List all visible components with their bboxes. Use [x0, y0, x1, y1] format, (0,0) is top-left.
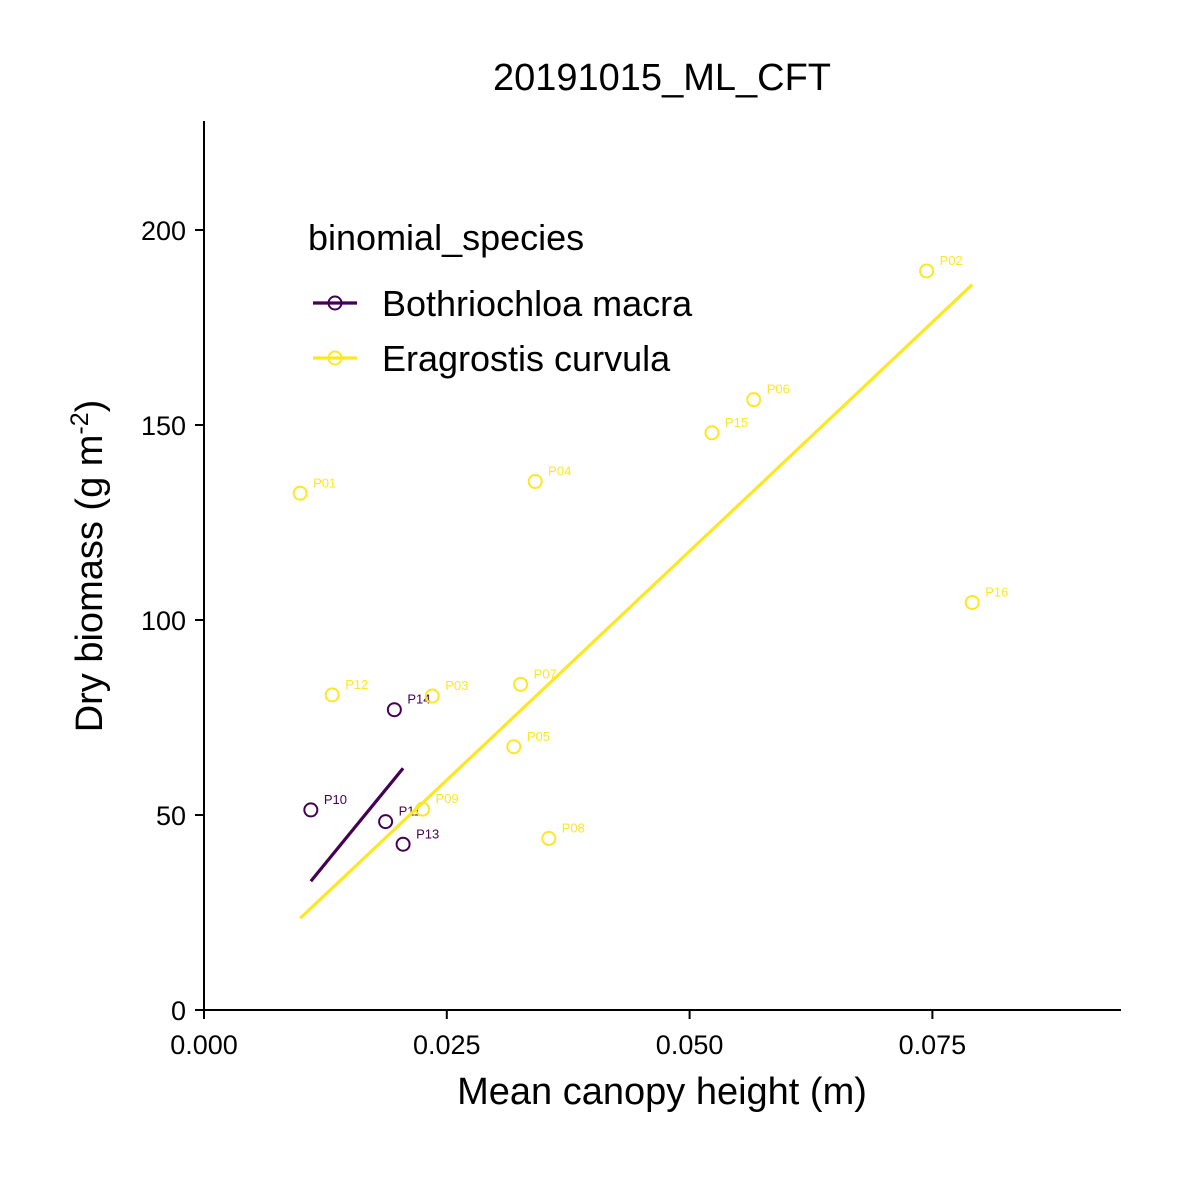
- point-label: P02: [940, 253, 963, 268]
- point-label: P09: [436, 791, 459, 806]
- legend-title: binomial_species: [308, 217, 584, 258]
- y-tick-label: 150: [141, 411, 186, 441]
- point-label: P04: [548, 464, 571, 479]
- x-tick-label: 0.075: [899, 1030, 967, 1060]
- fit-line: [299, 283, 974, 920]
- legend-label: Eragrostis curvula: [382, 338, 671, 379]
- data-point: [386, 702, 402, 718]
- point-label: P01: [313, 475, 336, 490]
- y-tick-label: 0: [171, 996, 186, 1026]
- point-label: P10: [324, 792, 347, 807]
- y-tick-label: 200: [141, 216, 186, 246]
- data-point: [378, 814, 394, 830]
- data-point: [395, 836, 411, 852]
- x-tick-label: 0.050: [656, 1030, 724, 1060]
- legend-key-point: [327, 295, 343, 311]
- data-point: [506, 739, 522, 755]
- point-label: P08: [562, 820, 585, 835]
- legend: binomial_species Bothriochloa macra Eragr…: [308, 217, 693, 379]
- y-axis-ticks: 0 50 100 150 200: [141, 216, 204, 1026]
- point-label: P07: [534, 666, 557, 681]
- point-label: P05: [527, 729, 550, 744]
- point-label: P15: [725, 415, 748, 430]
- x-tick-label: 0.000: [170, 1030, 238, 1060]
- legend-key-point: [327, 350, 343, 366]
- legend-items: Bothriochloa macra Eragrostis curvula: [313, 283, 693, 379]
- x-axis-title: Mean canopy height (m): [457, 1071, 867, 1113]
- point-label: P13: [416, 826, 439, 841]
- y-tick-label: 100: [141, 606, 186, 636]
- data-point: [303, 802, 319, 818]
- data-point: [541, 830, 557, 846]
- point-label: P03: [445, 678, 468, 693]
- point-label: P16: [985, 584, 1008, 599]
- data-point: [324, 687, 340, 703]
- y-axis-title: Dry biomass (g m-2): [66, 400, 111, 733]
- chart-title: 20191015_ML_CFT: [493, 57, 831, 99]
- fit-line: [309, 767, 405, 883]
- x-axis-ticks: 0.000 0.025 0.050 0.075: [170, 1010, 966, 1060]
- data-point: [746, 392, 762, 408]
- plot-area: P10P11P13P14P01P02P03P04P05P06P07P08P09P…: [292, 253, 1008, 920]
- data-point: [424, 688, 440, 704]
- data-point: [919, 263, 935, 279]
- y-axis-title-superscript: -2: [66, 412, 94, 434]
- data-point: [292, 485, 308, 501]
- y-axis-title-suffix: ): [69, 400, 111, 413]
- y-axis-title-main: Dry biomass (g m: [69, 435, 111, 733]
- point-label: P06: [767, 382, 790, 397]
- y-tick-label: 50: [156, 801, 186, 831]
- legend-label: Bothriochloa macra: [382, 283, 693, 324]
- legend-item: Eragrostis curvula: [313, 338, 671, 379]
- point-label: P12: [345, 677, 368, 692]
- legend-item: Bothriochloa macra: [313, 283, 693, 324]
- data-point: [527, 474, 543, 490]
- series-eragrostis-curvula: P01 P02 P03 P04 P05 P06 P07 P08 P09 P12 P15 P16: [292, 253, 1008, 920]
- x-tick-label: 0.025: [413, 1030, 481, 1060]
- data-point: [704, 425, 720, 441]
- point-label: P14: [407, 692, 430, 707]
- data-point: [964, 594, 980, 610]
- data-point: [513, 676, 529, 692]
